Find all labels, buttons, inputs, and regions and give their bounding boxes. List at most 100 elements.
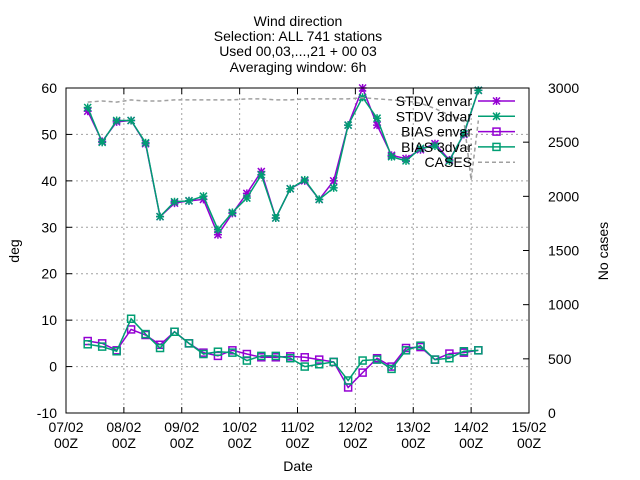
data-point (314, 360, 324, 369)
data-point (315, 195, 324, 204)
data-point (401, 156, 411, 165)
y2-tick-label: 500 (548, 351, 572, 367)
data-point (112, 347, 121, 356)
data-point (83, 103, 92, 112)
legend-entry: BIAS 3dvar (401, 139, 515, 155)
x-tick-label-date: 09/02 (164, 419, 199, 435)
series-cases (87, 96, 480, 181)
data-point (372, 355, 382, 364)
data-point (97, 342, 107, 351)
series-line (87, 90, 480, 232)
y-tick-label: 60 (41, 80, 57, 96)
x-tick-label-date: 11/02 (281, 419, 315, 435)
data-point (445, 156, 454, 165)
data-point (156, 212, 165, 221)
data-point (492, 142, 501, 152)
y-tick-label: 30 (41, 219, 57, 235)
x-tick-label-date: 08/02 (106, 419, 141, 435)
y2-tick-label: 0 (548, 405, 556, 421)
data-point (170, 197, 179, 206)
data-point (184, 196, 194, 205)
data-point (126, 314, 136, 323)
data-point (459, 347, 469, 356)
data-point (300, 353, 309, 362)
y-tick-label: 10 (41, 312, 57, 328)
y-tick-label: -10 (37, 405, 57, 421)
legend-label: STDV envar (396, 93, 473, 109)
data-point (155, 343, 165, 353)
data-point (474, 346, 483, 355)
series-bias-3dvar (83, 314, 483, 385)
data-point (112, 116, 121, 125)
y-tick-label: 40 (41, 173, 57, 189)
data-point (242, 194, 251, 203)
data-point (257, 351, 266, 361)
data-point (387, 152, 396, 161)
data-point (141, 329, 150, 339)
data-point (141, 138, 150, 147)
data-point (199, 349, 208, 359)
data-point (271, 351, 281, 361)
y2-tick-label: 3000 (548, 80, 579, 96)
data-point (358, 368, 367, 377)
legend-label: STDV 3dvar (396, 108, 473, 124)
series-line (87, 317, 479, 382)
data-point (127, 116, 136, 125)
x-tick-label-hour: 00Z (401, 435, 426, 451)
data-point (343, 376, 353, 385)
x-tick-label-hour: 00Z (459, 435, 484, 451)
title-line-3: Used 00,03,...,21 + 00 03 (219, 43, 377, 59)
y2-axis-label: No cases (595, 222, 611, 280)
y2-tick-label: 1500 (548, 243, 579, 259)
x-tick-label-date: 12/02 (338, 419, 373, 435)
legend-entry: BIAS envar (401, 124, 515, 140)
data-point (271, 213, 280, 223)
y-tick-label: 50 (41, 126, 57, 142)
x-tick-label-date: 14/02 (454, 419, 489, 435)
data-point (314, 355, 324, 364)
y2-tick-label: 2500 (548, 134, 579, 150)
data-point (430, 142, 439, 151)
data-point (492, 112, 501, 121)
axes: -10 0 10 20 30 40 50 60 0 500 1000 1500 2000 2500 3000… (37, 80, 580, 451)
series-line (87, 96, 480, 181)
legend-label: CASES (425, 154, 472, 170)
grid-lines (66, 88, 529, 413)
data-point (492, 127, 501, 136)
x-tick-label-hour: 00Z (285, 435, 310, 451)
y2-tick-label: 2000 (548, 188, 579, 204)
x-tick-label-hour: 00Z (112, 435, 137, 451)
x-tick-label-hour: 00Z (343, 435, 368, 451)
data-point (184, 339, 194, 348)
x-tick-label-hour: 00Z (517, 435, 542, 451)
x-axis-label: Date (283, 458, 313, 474)
series-bias-envar (83, 325, 483, 392)
data-point (416, 341, 425, 350)
data-point (416, 144, 425, 153)
data-point (300, 175, 309, 184)
legend-label: BIAS 3dvar (401, 139, 472, 155)
data-point (329, 183, 338, 192)
legend-entry: CASES (425, 154, 515, 170)
data-point (445, 353, 454, 363)
data-point (329, 357, 338, 367)
series-stdv-3dvar (83, 86, 483, 234)
x-tick-label-date: 07/02 (48, 419, 83, 435)
y-tick-label: 0 (49, 359, 57, 375)
x-tick-label-date: 13/02 (396, 419, 431, 435)
x-tick-label-hour: 00Z (54, 435, 79, 451)
data-point (242, 356, 252, 365)
y-axis-label: deg (6, 239, 22, 262)
data-point (199, 192, 208, 201)
x-tick-label-hour: 00Z (228, 435, 253, 451)
series-layer (83, 83, 483, 392)
title-line-1: Wind direction (254, 13, 343, 29)
data-point (257, 170, 266, 179)
data-point (445, 349, 454, 358)
data-point (228, 348, 237, 357)
y-tick-label: 20 (41, 266, 57, 282)
data-point (344, 121, 353, 130)
legend-entry: STDV envar (396, 93, 515, 109)
data-point (213, 225, 222, 234)
